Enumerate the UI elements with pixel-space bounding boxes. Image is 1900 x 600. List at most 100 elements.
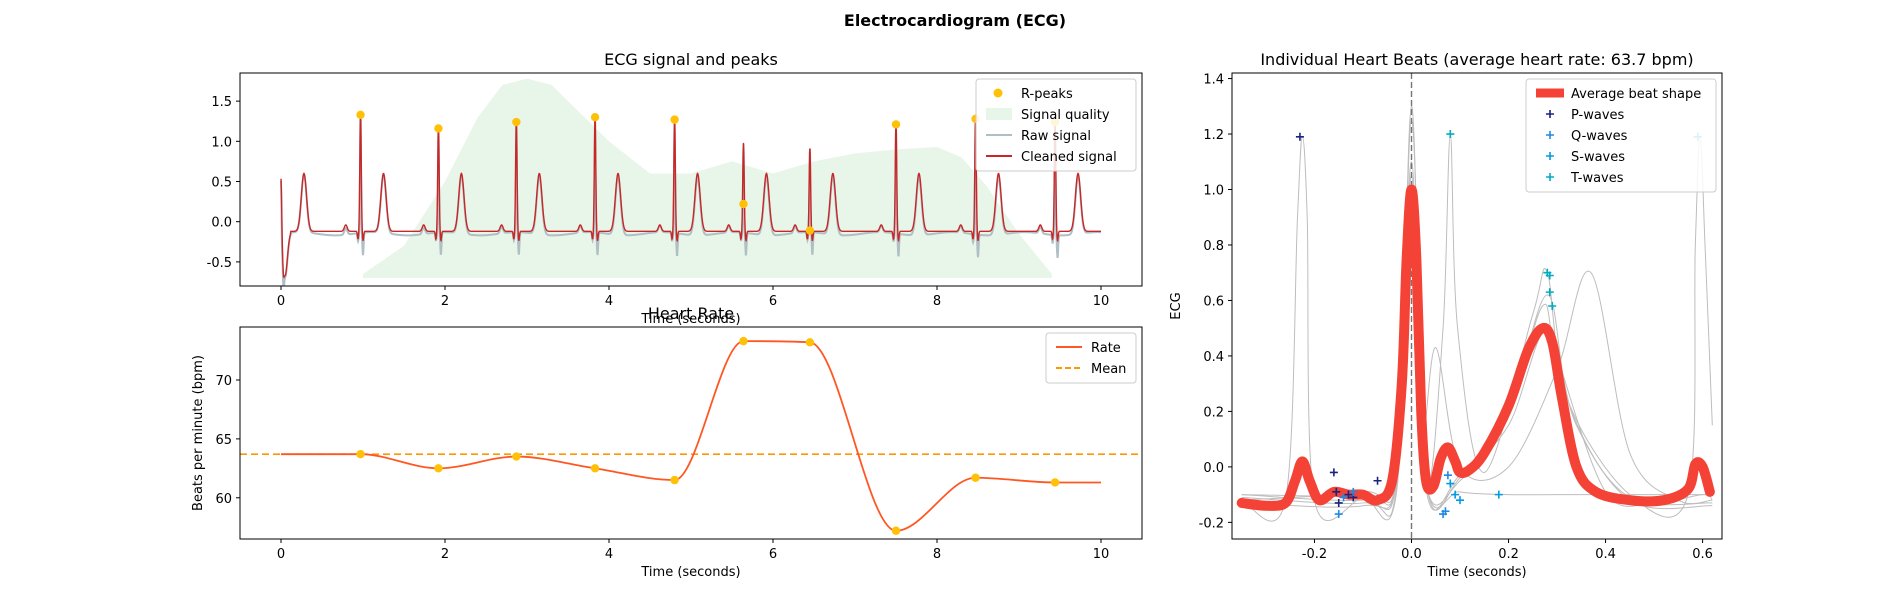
legend-rpeak-symbol <box>993 88 1003 98</box>
rate-marker <box>891 526 901 535</box>
legend-entry: Q-waves <box>1571 129 1628 144</box>
t-wave-marker <box>1545 288 1554 297</box>
ecg-plot-area <box>280 78 1102 286</box>
rate-xtick-label: 10 <box>1093 547 1110 562</box>
s-wave-marker <box>1494 490 1503 499</box>
ecg-xtick-label: 4 <box>605 294 613 309</box>
rate-marker <box>1050 478 1060 487</box>
q-wave-marker <box>1349 487 1358 496</box>
ecg-ytick-label: 0.0 <box>211 216 232 231</box>
beats-xlabel: Time (seconds) <box>1426 565 1526 580</box>
s-wave-marker <box>1446 479 1455 488</box>
ecg-ytick-label: 0.5 <box>211 176 232 191</box>
rate-marker <box>670 475 679 485</box>
ecg-ytick-label: 1.5 <box>211 95 232 110</box>
raw-signal-line <box>280 118 1102 286</box>
beats-xtick-label: -0.2 <box>1302 547 1327 562</box>
ecg-xtick-label: 2 <box>441 294 449 309</box>
q-wave-marker <box>1339 493 1348 502</box>
legend-entry: Signal quality <box>1021 108 1110 123</box>
t-wave-marker <box>1545 271 1554 280</box>
beats-plot-area <box>1236 73 1715 539</box>
rate-xtick-label: 6 <box>769 547 777 562</box>
rate-marker <box>512 452 521 461</box>
rate-title: Heart Rate <box>648 304 734 323</box>
beats-ytick-label: -0.2 <box>1199 516 1224 531</box>
p-wave-marker <box>1329 468 1338 477</box>
rate-ytick-label: 60 <box>215 492 232 507</box>
rate-xtick-label: 0 <box>277 547 285 562</box>
legend-quality-symbol <box>986 108 1012 120</box>
beats-ytick-label: 1.0 <box>1203 184 1224 199</box>
q-wave-marker <box>1441 507 1450 516</box>
legend-box <box>1525 78 1717 193</box>
legend-entry: P-waves <box>1571 108 1625 123</box>
r-peak-marker <box>670 115 679 124</box>
beats-ytick-label: 0.2 <box>1203 405 1224 420</box>
t-wave-marker <box>1446 130 1455 139</box>
individual-beat-line <box>1241 119 1713 518</box>
legend-entry: R-peaks <box>1021 87 1073 102</box>
ecg-title: ECG signal and peaks <box>604 50 778 69</box>
r-peak-marker <box>434 124 443 133</box>
rate-frame <box>239 326 1143 540</box>
p-wave-marker <box>1332 487 1341 496</box>
beats-xtick-label: 0.0 <box>1401 547 1422 562</box>
cleaned-signal-line <box>280 114 1101 279</box>
beats-ytick-label: 0.4 <box>1203 350 1224 365</box>
p-wave-marker <box>1334 498 1343 507</box>
legend-box <box>1045 332 1137 384</box>
individual-beat-line <box>1241 175 1713 511</box>
rate-xlabel: Time (seconds) <box>640 565 740 580</box>
rate-ytick-label: 70 <box>215 374 232 389</box>
rate-plot-area <box>240 336 1142 535</box>
legend-entry: Raw signal <box>1021 129 1091 144</box>
legend-q-wave-symbol <box>1546 131 1554 139</box>
s-wave-marker <box>1451 490 1460 499</box>
r-peak-marker <box>512 117 521 127</box>
legend-entry: T-waves <box>1570 171 1624 186</box>
s-wave-marker <box>1456 496 1465 505</box>
legend-entry: Rate <box>1091 341 1121 356</box>
r-peak-marker <box>891 120 901 129</box>
ecg-xtick-label: 8 <box>933 294 941 309</box>
p-wave-marker <box>1295 132 1304 141</box>
r-peak-marker <box>590 113 600 122</box>
r-peak-marker <box>356 110 365 119</box>
ecg-signal-panel: 0 2 4 6 8 10 -0.5 0.0 0.5 1.0 1.5 ECG signal and pe… <box>207 50 1143 327</box>
rate-xtick-label: 4 <box>605 547 613 562</box>
t-wave-marker <box>1548 302 1557 310</box>
r-peak-marker <box>805 226 815 235</box>
rate-ytick-label: 65 <box>215 433 232 448</box>
individual-beat-line <box>1241 105 1713 522</box>
beats-ytick-label: 0.0 <box>1203 461 1224 476</box>
beats-xtick-label: 0.4 <box>1595 547 1616 562</box>
beats-xtick-label: 0.2 <box>1498 547 1519 562</box>
beats-ytick-label: 0.6 <box>1203 294 1224 309</box>
p-wave-marker <box>1373 476 1382 485</box>
legend-entry: S-waves <box>1571 150 1625 165</box>
rate-marker <box>434 464 443 473</box>
signal-quality-area <box>363 78 1052 278</box>
beats-ytick-label: 1.2 <box>1203 128 1224 143</box>
r-peak-marker <box>739 199 748 209</box>
heart-beats-panel: -0.2 0.0 0.2 0.4 0.6 -0.2 0.0 0.2 0.4 0.6 0.8 1.0 1.… <box>1169 50 1723 580</box>
rate-marker <box>590 464 600 473</box>
rate-marker <box>971 473 980 482</box>
beats-frame <box>1231 72 1723 540</box>
ecg-ytick-label: 1.0 <box>211 135 232 150</box>
ecg-xtick-label: 0 <box>277 294 285 309</box>
q-wave-marker <box>1443 471 1452 480</box>
legend-s-wave-symbol <box>1546 152 1554 160</box>
beats-ytick-label: 0.8 <box>1203 239 1224 254</box>
legend-entry: Mean <box>1091 362 1126 377</box>
legend-box <box>975 78 1137 172</box>
legend-entry: Average beat shape <box>1571 87 1701 102</box>
legend-p-wave-symbol <box>1546 110 1554 118</box>
p-wave-marker <box>1344 490 1353 499</box>
rate-line <box>281 340 1101 532</box>
ecg-xtick-label: 6 <box>769 294 777 309</box>
ecg-xtick-label: 10 <box>1093 294 1110 309</box>
